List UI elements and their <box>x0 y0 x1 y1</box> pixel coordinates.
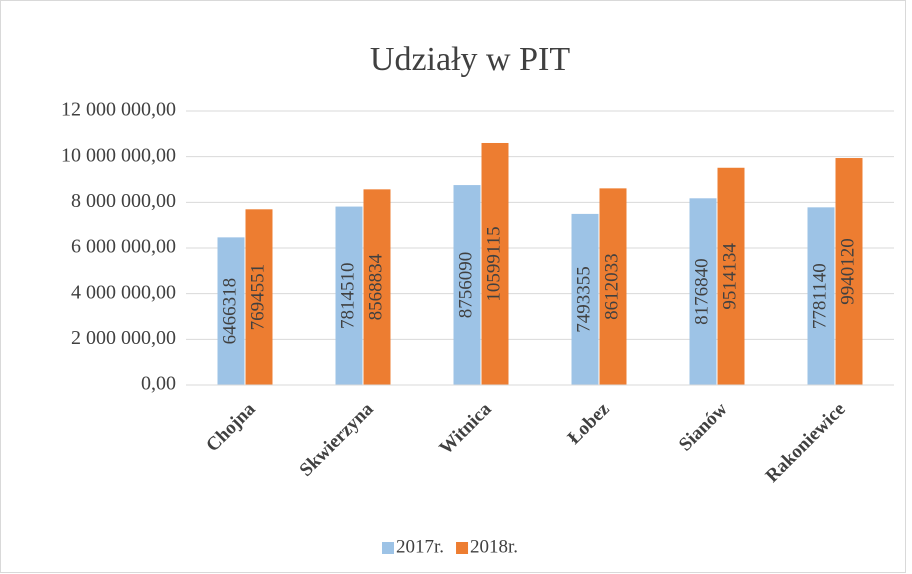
data-label: 8568834 <box>365 253 386 320</box>
data-label: 6466318 <box>219 278 240 345</box>
bar <box>689 198 717 385</box>
data-label: 7781140 <box>809 263 830 329</box>
y-tick-label: 10 000 000,00 <box>61 144 176 166</box>
bar <box>481 142 509 385</box>
legend-label: 2018r. <box>470 536 518 557</box>
bar <box>807 207 835 385</box>
y-tick-label: 2 000 000,00 <box>71 327 176 349</box>
bar <box>717 167 745 385</box>
y-tick-label: 6 000 000,00 <box>71 236 176 258</box>
bar <box>835 158 863 385</box>
legend-swatch <box>456 542 469 554</box>
bar <box>599 188 627 385</box>
data-label: 9940120 <box>837 238 858 305</box>
bar <box>571 213 599 385</box>
y-tick-label: 4 000 000,00 <box>71 281 176 303</box>
bar <box>217 237 245 385</box>
data-label: 9514134 <box>719 243 740 310</box>
bar <box>363 189 391 385</box>
data-label: 8176840 <box>691 258 712 325</box>
data-label: 10599115 <box>483 226 504 301</box>
bar <box>453 185 481 385</box>
data-label: 7814510 <box>337 263 358 330</box>
y-tick-label: 0,00 <box>141 373 176 395</box>
bar <box>245 209 273 385</box>
y-tick-label: 12 000 000,00 <box>61 99 176 121</box>
y-tick-label: 8 000 000,00 <box>71 190 176 212</box>
legend-label: 2017r. <box>396 536 444 557</box>
chart-title: Udziały w PIT <box>370 41 570 78</box>
data-label: 8756090 <box>455 252 476 319</box>
data-label: 7694551 <box>247 264 268 331</box>
data-label: 7493355 <box>573 266 594 333</box>
data-label: 8612033 <box>601 253 622 320</box>
legend-swatch <box>382 542 394 554</box>
bar <box>335 206 363 385</box>
